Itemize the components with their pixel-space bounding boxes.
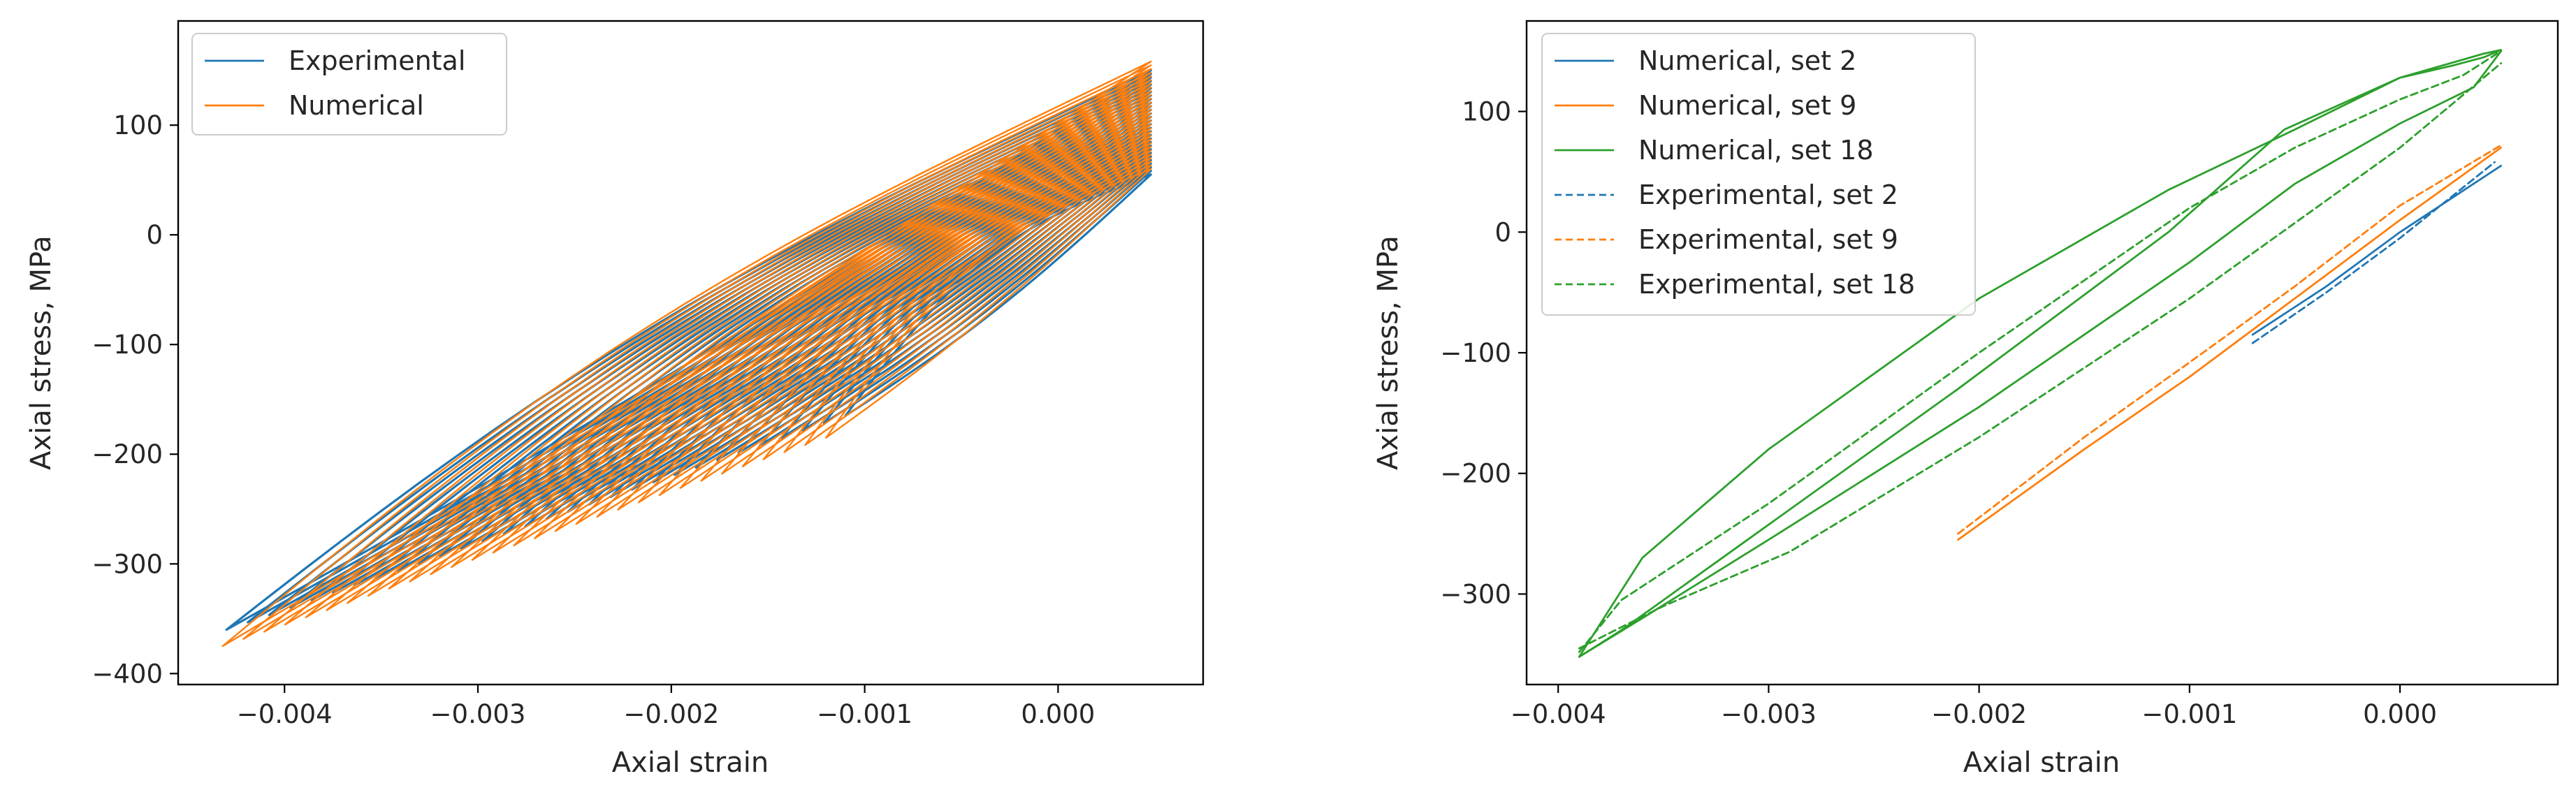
right-ytick-label: −200	[1440, 459, 1511, 489]
series-numerical-loop	[326, 79, 1152, 611]
right-legend-box	[1541, 33, 1976, 316]
series-numerical-loop	[596, 127, 1152, 518]
series-numerical-loop	[388, 90, 1152, 590]
left-chart: −0.004 −0.003 −0.002 −0.001 0.000 −400 −300 −20…	[25, 20, 1205, 779]
left-xtick-label: −0.003	[430, 699, 526, 729]
legend-label-exp-set18: Experimental, set 18	[1638, 269, 1915, 300]
series-numerical-loop	[263, 68, 1152, 633]
series-numerical-loop	[554, 119, 1152, 532]
series-numerical-loop	[242, 64, 1152, 640]
left-chart-ylabel: Axial stress, MPa	[25, 235, 57, 470]
right-chart-legend: Numerical, set 2 Numerical, set 9 Numeri…	[1541, 33, 1976, 316]
left-chart-axes-frame	[177, 20, 1205, 686]
legend-label-num-set18: Numerical, set 18	[1638, 135, 1874, 166]
right-chart-ticks: −0.004 −0.003 −0.002 −0.001 0.000 −300 −200 −10…	[1440, 97, 2437, 729]
right-ytick-label: −100	[1440, 338, 1511, 368]
left-ytick-label: −100	[92, 330, 163, 360]
legend-label-numerical: Numerical	[289, 90, 424, 121]
series-numerical-set-18-inner	[1578, 50, 2503, 658]
series-numerical-loop	[492, 108, 1152, 554]
right-chart: −0.004 −0.003 −0.002 −0.001 0.000 −300 −200 −10…	[1372, 20, 2559, 779]
series-experimental-set-18	[1578, 50, 2503, 653]
left-chart-series	[221, 60, 1152, 648]
right-xtick-label: −0.001	[2141, 699, 2237, 729]
series-numerical-loop	[284, 71, 1152, 626]
series-numerical-loop	[700, 145, 1152, 482]
legend-label-num-set9: Numerical, set 9	[1638, 90, 1856, 121]
series-numerical-loop	[575, 124, 1152, 525]
series-numerical-loop	[221, 60, 1152, 648]
series-experimental-set-18-lower	[1578, 62, 2503, 650]
series-numerical-loop	[430, 98, 1152, 576]
series-numerical-loop	[305, 75, 1152, 619]
series-numerical-loop	[721, 149, 1152, 475]
left-xtick-label: 0.000	[1021, 699, 1095, 729]
legend-label-num-set2: Numerical, set 2	[1638, 45, 1856, 76]
right-ytick-label: −300	[1440, 579, 1511, 609]
right-chart-axes-frame	[1525, 20, 2559, 686]
right-xtick-label: −0.003	[1721, 699, 1817, 729]
right-chart-ylabel: Axial stress, MPa	[1372, 235, 1404, 470]
series-experimental-set-2	[2251, 161, 2496, 344]
right-chart-xlabel: Axial strain	[1963, 747, 2120, 779]
left-legend-box	[191, 33, 507, 136]
left-chart-legend: Experimental Numerical	[191, 33, 507, 136]
series-numerical-loop	[679, 142, 1152, 489]
series-numerical-set-9	[1957, 147, 2503, 541]
right-ytick-label: 100	[1462, 97, 1511, 127]
series-numerical-loop	[471, 105, 1152, 561]
series-numerical-set-18	[1578, 49, 2503, 658]
series-numerical-loop	[638, 135, 1152, 504]
series-numerical-loop	[534, 116, 1152, 539]
left-xtick-label: −0.004	[237, 699, 333, 729]
left-chart-xlabel: Axial strain	[612, 747, 769, 779]
series-experimental-loop	[822, 170, 1152, 425]
legend-label-exp-set9: Experimental, set 9	[1638, 224, 1898, 255]
series-numerical-loop	[804, 164, 1152, 446]
right-xtick-label: −0.004	[1511, 699, 1606, 729]
series-experimental-loop	[759, 159, 1152, 447]
series-experimental-loop	[716, 152, 1152, 462]
right-xtick-label: 0.000	[2363, 699, 2437, 729]
legend-label-exp-set2: Experimental, set 2	[1638, 180, 1898, 210]
left-chart-ticks: −0.004 −0.003 −0.002 −0.001 0.000 −400 −300 −20…	[92, 110, 1095, 729]
series-numerical-loop	[409, 94, 1152, 583]
series-numerical-loop	[451, 101, 1152, 569]
series-numerical-loop	[617, 131, 1152, 511]
series-experimental-set-9	[1957, 144, 2503, 535]
series-numerical-loop	[783, 161, 1152, 453]
series-numerical-loop	[741, 153, 1152, 467]
series-numerical-set-2	[2251, 164, 2503, 336]
left-xtick-label: −0.001	[817, 699, 912, 729]
series-experimental-loop	[737, 155, 1152, 454]
right-ytick-label: 0	[1494, 217, 1511, 247]
right-chart-series	[1578, 49, 2503, 658]
left-ytick-label: −300	[92, 549, 163, 579]
left-ytick-label: −400	[92, 659, 163, 689]
left-ytick-label: 0	[146, 220, 163, 250]
left-ytick-label: −200	[92, 439, 163, 469]
left-xtick-label: −0.002	[623, 699, 719, 729]
right-xtick-label: −0.002	[1931, 699, 2027, 729]
series-numerical-loop	[762, 156, 1152, 460]
left-ytick-label: 100	[113, 110, 163, 140]
series-numerical-loop	[825, 168, 1152, 439]
legend-label-experimental: Experimental	[289, 45, 465, 76]
